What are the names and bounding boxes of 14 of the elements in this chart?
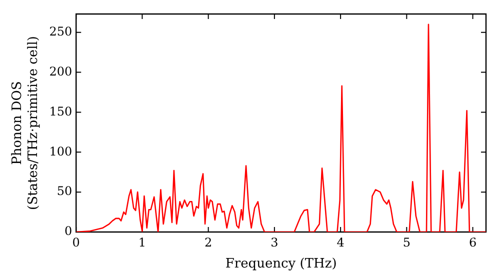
y-tick-label: 250 — [49, 24, 72, 38]
y-tick-label: 50 — [56, 184, 72, 198]
x-tick-label: 4 — [336, 235, 345, 250]
x-tick-label: 5 — [402, 235, 410, 250]
y-tick-label: 100 — [49, 144, 72, 158]
y-tick-label: 150 — [49, 104, 72, 118]
x-tick-label: 1 — [138, 235, 146, 250]
x-axis-title: Frequency (THz) — [225, 256, 337, 272]
x-tick-label: 6 — [468, 235, 477, 250]
y-tick-label: 0 — [64, 224, 72, 238]
x-tick-label: 2 — [204, 235, 212, 250]
y-axis-title: Phonon DOS (States/THz·primitive cell) — [10, 36, 41, 210]
y-tick-label: 200 — [49, 64, 72, 78]
x-tick-label: 3 — [270, 235, 278, 250]
